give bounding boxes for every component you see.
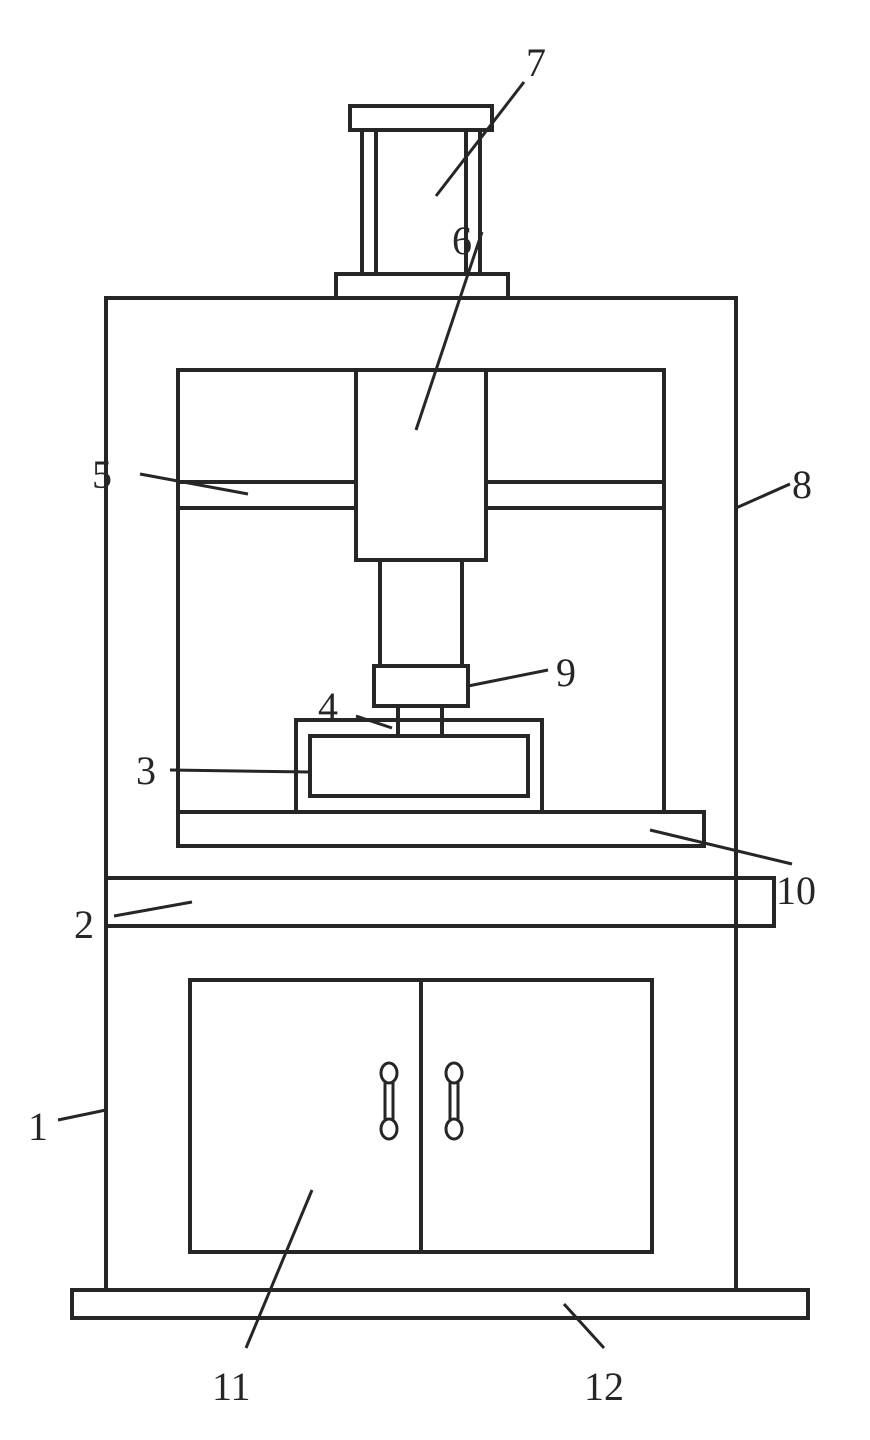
label-3: 3	[136, 748, 156, 793]
piston-rod	[380, 560, 462, 666]
base-plate	[72, 1290, 808, 1318]
diagram-canvas: 7 6 5 8 9 4 3 10 2 1 11 12	[0, 0, 870, 1440]
mold-inner	[310, 736, 528, 796]
label-7: 7	[526, 40, 546, 85]
leader-lines	[58, 82, 792, 1348]
mold-outer	[296, 720, 542, 812]
label-2: 2	[74, 902, 94, 947]
label-9: 9	[556, 650, 576, 695]
inner-platform	[178, 812, 704, 846]
label-5: 5	[92, 452, 112, 497]
left-door-handle-icon	[381, 1063, 397, 1139]
label-6: 6	[452, 218, 472, 263]
top-mech-cap	[350, 106, 492, 130]
right-door-handle-icon	[446, 1063, 462, 1139]
label-12: 12	[584, 1364, 624, 1409]
top-mech-base	[336, 274, 508, 298]
label-10: 10	[776, 868, 816, 913]
connector-block	[374, 666, 468, 706]
piston-body	[356, 370, 486, 560]
label-8: 8	[792, 462, 812, 507]
label-1: 1	[28, 1104, 48, 1149]
label-4: 4	[318, 684, 338, 729]
table-shelf	[106, 878, 774, 926]
label-11: 11	[212, 1364, 251, 1409]
